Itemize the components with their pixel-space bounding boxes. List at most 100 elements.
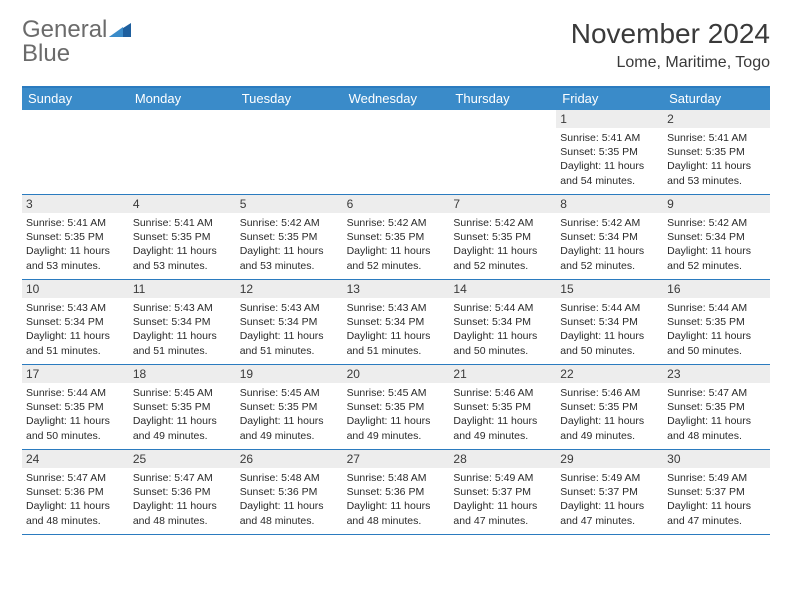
sunset-text: Sunset: 5:35 PM	[240, 400, 339, 414]
day-cell: 18 Sunrise: 5:45 AMSunset: 5:35 PMDayligh…	[129, 365, 236, 449]
day-cell: 15 Sunrise: 5:44 AMSunset: 5:34 PMDayligh…	[556, 280, 663, 364]
weekday-wed: Wednesday	[343, 88, 450, 110]
day-info: Sunrise: 5:45 AMSunset: 5:35 PMDaylight:…	[133, 386, 232, 443]
sunrise-text: Sunrise: 5:43 AM	[133, 301, 232, 315]
daylight-text: Daylight: 11 hours and 49 minutes.	[453, 414, 552, 442]
day-info: Sunrise: 5:47 AMSunset: 5:36 PMDaylight:…	[26, 471, 125, 528]
daylight-text: Daylight: 11 hours and 51 minutes.	[240, 329, 339, 357]
day-number: 7	[449, 195, 556, 213]
sunrise-text: Sunrise: 5:41 AM	[667, 131, 766, 145]
sunrise-text: Sunrise: 5:43 AM	[240, 301, 339, 315]
day-cell: 4Sunrise: 5:41 AMSunset: 5:35 PMDaylight…	[129, 195, 236, 279]
day-info: Sunrise: 5:41 AMSunset: 5:35 PMDaylight:…	[133, 216, 232, 273]
day-cell: 25Sunrise: 5:47 AMSunset: 5:36 PMDayligh…	[129, 450, 236, 534]
day-number: 26	[236, 450, 343, 468]
weekday-header: Sunday Monday Tuesday Wednesday Thursday…	[22, 88, 770, 110]
day-number: 14	[449, 280, 556, 298]
daylight-text: Daylight: 11 hours and 50 minutes.	[26, 414, 125, 442]
day-info: Sunrise: 5:45 AMSunset: 5:35 PMDaylight:…	[347, 386, 446, 443]
calendar: Sunday Monday Tuesday Wednesday Thursday…	[22, 86, 770, 535]
day-number: 3	[22, 195, 129, 213]
sunrise-text: Sunrise: 5:46 AM	[560, 386, 659, 400]
daylight-text: Daylight: 11 hours and 51 minutes.	[133, 329, 232, 357]
day-info: Sunrise: 5:42 AMSunset: 5:35 PMDaylight:…	[347, 216, 446, 273]
sunset-text: Sunset: 5:34 PM	[667, 230, 766, 244]
day-cell: 10Sunrise: 5:43 AMSunset: 5:34 PMDayligh…	[22, 280, 129, 364]
day-cell: 9Sunrise: 5:42 AMSunset: 5:34 PMDaylight…	[663, 195, 770, 279]
day-number: 2	[663, 110, 770, 128]
day-info: Sunrise: 5:44 AMSunset: 5:35 PMDaylight:…	[26, 386, 125, 443]
sunset-text: Sunset: 5:34 PM	[560, 230, 659, 244]
day-cell: 27Sunrise: 5:48 AMSunset: 5:36 PMDayligh…	[343, 450, 450, 534]
sunset-text: Sunset: 5:35 PM	[453, 400, 552, 414]
daylight-text: Daylight: 11 hours and 52 minutes.	[560, 244, 659, 272]
brand-part1: General	[22, 16, 107, 43]
daylight-text: Daylight: 11 hours and 53 minutes.	[667, 159, 766, 187]
day-info: Sunrise: 5:41 AMSunset: 5:35 PMDaylight:…	[560, 131, 659, 188]
day-number: 29	[556, 450, 663, 468]
weekday-sun: Sunday	[22, 88, 129, 110]
daylight-text: Daylight: 11 hours and 48 minutes.	[667, 414, 766, 442]
sunset-text: Sunset: 5:35 PM	[453, 230, 552, 244]
day-info: Sunrise: 5:46 AMSunset: 5:35 PMDaylight:…	[453, 386, 552, 443]
day-number: 15	[556, 280, 663, 298]
day-number	[236, 110, 343, 128]
day-cell: 11 Sunrise: 5:43 AMSunset: 5:34 PMDayligh…	[129, 280, 236, 364]
sunrise-text: Sunrise: 5:43 AM	[347, 301, 446, 315]
sunrise-text: Sunrise: 5:45 AM	[347, 386, 446, 400]
day-cell: 20Sunrise: 5:45 AMSunset: 5:35 PMDayligh…	[343, 365, 450, 449]
sunrise-text: Sunrise: 5:41 AM	[560, 131, 659, 145]
daylight-text: Daylight: 11 hours and 53 minutes.	[26, 244, 125, 272]
sunset-text: Sunset: 5:34 PM	[133, 315, 232, 329]
daylight-text: Daylight: 11 hours and 52 minutes.	[667, 244, 766, 272]
day-info: Sunrise: 5:43 AMSunset: 5:34 PMDaylight:…	[347, 301, 446, 358]
sunrise-text: Sunrise: 5:45 AM	[240, 386, 339, 400]
daylight-text: Daylight: 11 hours and 52 minutes.	[347, 244, 446, 272]
daylight-text: Daylight: 11 hours and 49 minutes.	[560, 414, 659, 442]
day-info: Sunrise: 5:47 AMSunset: 5:35 PMDaylight:…	[667, 386, 766, 443]
daylight-text: Daylight: 11 hours and 48 minutes.	[26, 499, 125, 527]
day-info: Sunrise: 5:43 AMSunset: 5:34 PMDaylight:…	[240, 301, 339, 358]
daylight-text: Daylight: 11 hours and 53 minutes.	[240, 244, 339, 272]
day-info: Sunrise: 5:42 AMSunset: 5:35 PMDaylight:…	[453, 216, 552, 273]
sunrise-text: Sunrise: 5:42 AM	[240, 216, 339, 230]
day-number: 18	[129, 365, 236, 383]
day-cell: 2 Sunrise: 5:41 AMSunset: 5:35 PMDaylight…	[663, 110, 770, 194]
sunrise-text: Sunrise: 5:48 AM	[240, 471, 339, 485]
sunrise-text: Sunrise: 5:49 AM	[453, 471, 552, 485]
daylight-text: Daylight: 11 hours and 47 minutes.	[453, 499, 552, 527]
weeks-container: 1Sunrise: 5:41 AMSunset: 5:35 PMDaylight…	[22, 110, 770, 535]
sunrise-text: Sunrise: 5:45 AM	[133, 386, 232, 400]
weekday-fri: Friday	[556, 88, 663, 110]
day-info: Sunrise: 5:41 AMSunset: 5:35 PMDaylight:…	[667, 131, 766, 188]
daylight-text: Daylight: 11 hours and 47 minutes.	[560, 499, 659, 527]
sunset-text: Sunset: 5:36 PM	[133, 485, 232, 499]
day-info: Sunrise: 5:41 AMSunset: 5:35 PMDaylight:…	[26, 216, 125, 273]
day-number: 24	[22, 450, 129, 468]
day-info: Sunrise: 5:45 AMSunset: 5:35 PMDaylight:…	[240, 386, 339, 443]
daylight-text: Daylight: 11 hours and 48 minutes.	[240, 499, 339, 527]
daylight-text: Daylight: 11 hours and 50 minutes.	[560, 329, 659, 357]
day-number: 5	[236, 195, 343, 213]
day-number: 23	[663, 365, 770, 383]
day-cell: 28 Sunrise: 5:49 AMSunset: 5:37 PMDayligh…	[449, 450, 556, 534]
day-number: 11	[129, 280, 236, 298]
week-row: 3Sunrise: 5:41 AMSunset: 5:35 PMDaylight…	[22, 195, 770, 280]
logo-triangle-icon	[109, 23, 131, 37]
sunrise-text: Sunrise: 5:44 AM	[453, 301, 552, 315]
week-row: 1Sunrise: 5:41 AMSunset: 5:35 PMDaylight…	[22, 110, 770, 195]
sunset-text: Sunset: 5:35 PM	[133, 400, 232, 414]
day-number: 28	[449, 450, 556, 468]
day-info: Sunrise: 5:44 AMSunset: 5:34 PMDaylight:…	[560, 301, 659, 358]
day-number	[343, 110, 450, 128]
weekday-mon: Monday	[129, 88, 236, 110]
sunset-text: Sunset: 5:37 PM	[453, 485, 552, 499]
sunset-text: Sunset: 5:35 PM	[667, 400, 766, 414]
sunrise-text: Sunrise: 5:47 AM	[26, 471, 125, 485]
sunset-text: Sunset: 5:35 PM	[667, 145, 766, 159]
title-block: November 2024 Lome, Maritime, Togo	[571, 18, 770, 72]
empty-cell	[129, 110, 236, 194]
day-cell: 8Sunrise: 5:42 AMSunset: 5:34 PMDaylight…	[556, 195, 663, 279]
sunrise-text: Sunrise: 5:42 AM	[347, 216, 446, 230]
daylight-text: Daylight: 11 hours and 49 minutes.	[133, 414, 232, 442]
